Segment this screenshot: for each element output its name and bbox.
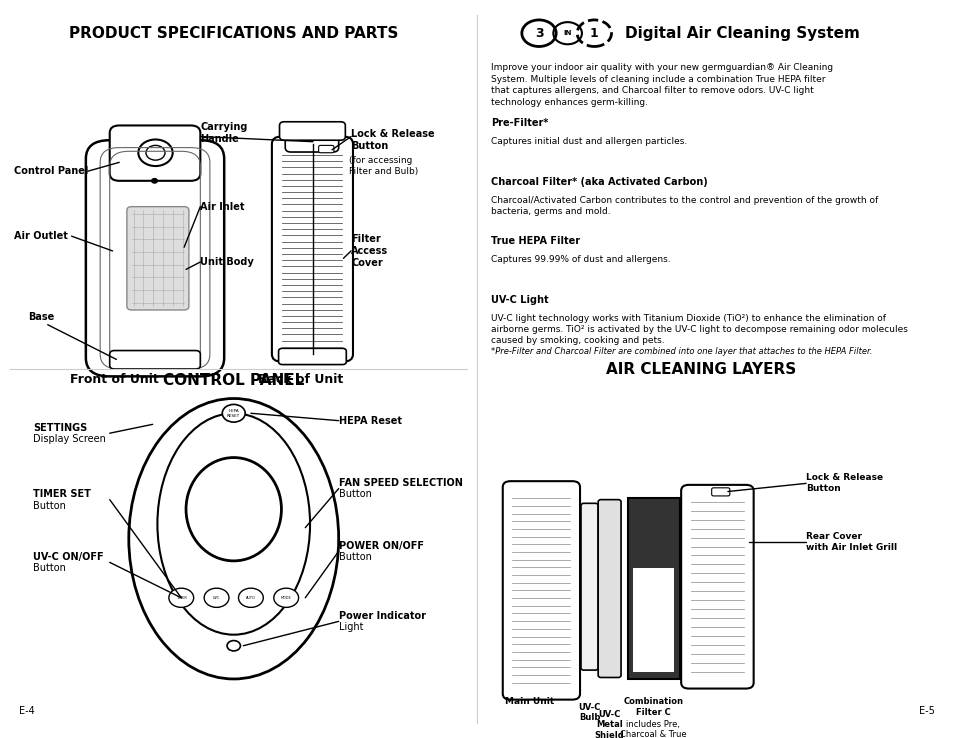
Text: PRODUCT SPECIFICATIONS AND PARTS: PRODUCT SPECIFICATIONS AND PARTS — [69, 26, 398, 41]
FancyBboxPatch shape — [680, 485, 753, 689]
Text: Carrying
Handle: Carrying Handle — [200, 122, 248, 144]
Text: Button: Button — [33, 563, 66, 573]
Ellipse shape — [186, 458, 281, 561]
Text: Base: Base — [29, 312, 55, 323]
Text: TIMER: TIMER — [175, 596, 187, 600]
Text: AIR CLEANING LAYERS: AIR CLEANING LAYERS — [605, 362, 796, 376]
FancyBboxPatch shape — [110, 125, 200, 181]
Text: UV-C
Metal
Shield: UV-C Metal Shield — [594, 710, 624, 738]
Text: Power Indicator: Power Indicator — [338, 611, 425, 621]
Bar — [633, 568, 674, 672]
Text: UV-C Light: UV-C Light — [491, 295, 548, 306]
Text: TIMER SET: TIMER SET — [33, 489, 91, 500]
Text: HEPA
RESET: HEPA RESET — [227, 409, 240, 418]
Text: Main Unit: Main Unit — [504, 697, 554, 706]
Circle shape — [152, 179, 157, 183]
FancyBboxPatch shape — [598, 500, 620, 677]
FancyBboxPatch shape — [711, 488, 729, 496]
Text: Pre-Filter*: Pre-Filter* — [491, 118, 548, 128]
Circle shape — [222, 404, 245, 422]
Text: IN: IN — [563, 30, 571, 36]
FancyBboxPatch shape — [127, 207, 189, 310]
Text: 3: 3 — [534, 27, 543, 40]
FancyBboxPatch shape — [285, 130, 338, 152]
FancyBboxPatch shape — [279, 122, 345, 140]
FancyBboxPatch shape — [110, 351, 200, 369]
Text: POWER ON/OFF: POWER ON/OFF — [338, 541, 423, 551]
Text: Captures 99.99% of dust and allergens.: Captures 99.99% of dust and allergens. — [491, 255, 670, 263]
Text: Digital Air Cleaning System: Digital Air Cleaning System — [624, 26, 859, 41]
Text: Control Panel: Control Panel — [14, 166, 89, 176]
Text: Display Screen: Display Screen — [33, 434, 106, 444]
Text: UVC: UVC — [213, 596, 220, 600]
FancyBboxPatch shape — [502, 481, 579, 700]
Ellipse shape — [157, 413, 310, 635]
Text: includes Pre,
Charcoal & True
HEPA filters: includes Pre, Charcoal & True HEPA filte… — [619, 720, 686, 738]
Text: UV-C light technology works with Titanium Dioxide (TiO²) to enhance the eliminat: UV-C light technology works with Titaniu… — [491, 314, 907, 345]
Text: AUTO: AUTO — [246, 596, 255, 600]
Circle shape — [227, 641, 240, 651]
Circle shape — [238, 588, 263, 607]
Text: Combination
Filter C: Combination Filter C — [623, 697, 682, 717]
Text: Front of Unit: Front of Unit — [70, 373, 159, 386]
Text: Air Outlet: Air Outlet — [14, 231, 68, 241]
Text: SETTINGS: SETTINGS — [33, 423, 88, 433]
FancyBboxPatch shape — [278, 348, 346, 365]
Text: Filter
Access
Cover: Filter Access Cover — [351, 233, 388, 269]
Circle shape — [204, 588, 229, 607]
Circle shape — [274, 588, 298, 607]
Text: MODE: MODE — [280, 596, 292, 600]
FancyBboxPatch shape — [318, 145, 334, 153]
Text: Back of Unit: Back of Unit — [257, 373, 343, 386]
Text: Lock & Release
Button: Lock & Release Button — [351, 129, 435, 151]
Text: Button: Button — [338, 552, 371, 562]
Text: Charcoal Filter* (aka Activated Carbon): Charcoal Filter* (aka Activated Carbon) — [491, 177, 707, 187]
Text: CONTROL PANEL: CONTROL PANEL — [163, 373, 304, 387]
Text: Lock & Release
Button: Lock & Release Button — [805, 473, 882, 494]
Text: Captures initial dust and allergen particles.: Captures initial dust and allergen parti… — [491, 137, 687, 145]
Text: Light: Light — [338, 622, 363, 632]
Bar — [627, 498, 679, 679]
Text: Improve your indoor air quality with your new germguardian® Air Cleaning
System.: Improve your indoor air quality with you… — [491, 63, 833, 107]
Text: E-5: E-5 — [918, 706, 934, 716]
Text: 1: 1 — [589, 27, 598, 40]
FancyBboxPatch shape — [580, 503, 598, 670]
Text: Unit Body: Unit Body — [200, 257, 253, 267]
Text: *Pre-Filter and Charcoal Filter are combined into one layer that attaches to the: *Pre-Filter and Charcoal Filter are comb… — [491, 347, 872, 356]
Text: FAN SPEED SELECTION: FAN SPEED SELECTION — [338, 478, 462, 489]
Text: Button: Button — [338, 489, 371, 500]
Text: Air Inlet: Air Inlet — [200, 201, 245, 212]
Text: Button: Button — [33, 500, 66, 511]
FancyBboxPatch shape — [86, 140, 224, 376]
Text: UV-C
Bulb: UV-C Bulb — [578, 703, 600, 722]
Text: E-4: E-4 — [19, 706, 35, 716]
Text: HEPA Reset: HEPA Reset — [338, 415, 401, 426]
Text: True HEPA Filter: True HEPA Filter — [491, 236, 579, 246]
FancyBboxPatch shape — [272, 137, 353, 362]
Text: (for accessing
Filter and Bulb): (for accessing Filter and Bulb) — [349, 156, 418, 176]
Ellipse shape — [129, 399, 338, 679]
Text: UV-C ON/OFF: UV-C ON/OFF — [33, 552, 104, 562]
Text: Rear Cover
with Air Inlet Grill: Rear Cover with Air Inlet Grill — [805, 532, 897, 553]
Circle shape — [169, 588, 193, 607]
Text: Charcoal/Activated Carbon contributes to the control and prevention of the growt: Charcoal/Activated Carbon contributes to… — [491, 196, 878, 215]
